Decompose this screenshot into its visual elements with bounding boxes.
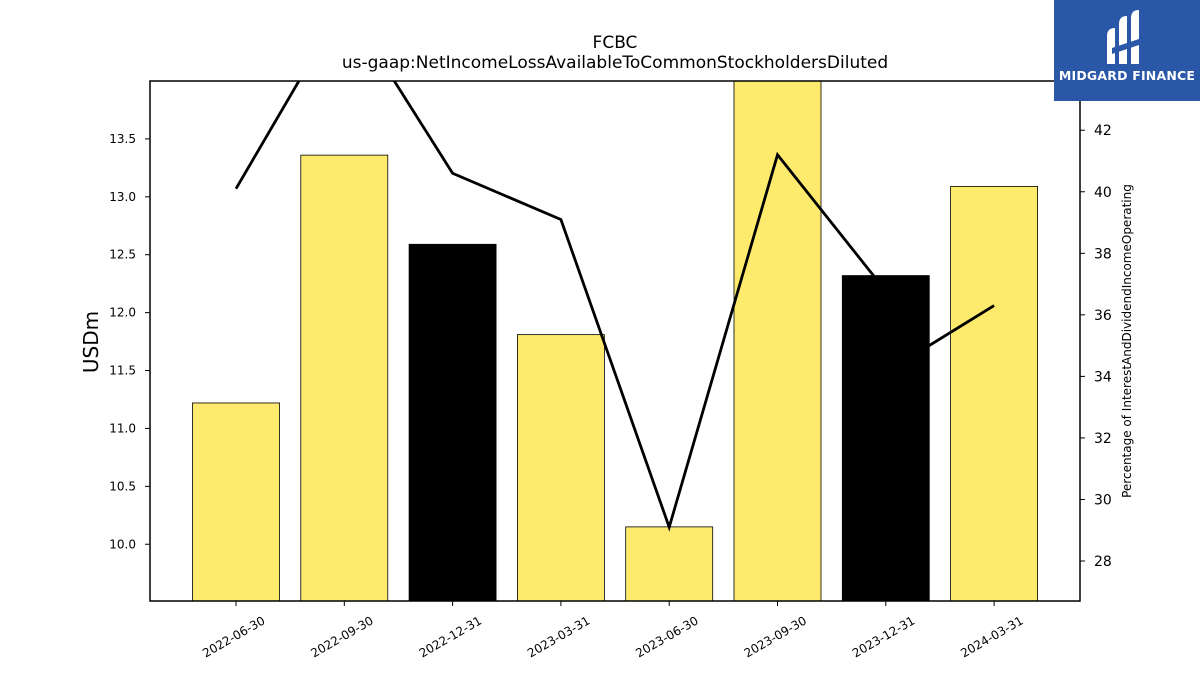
- x-axis: 2022-06-30 2022-09-30 2022-12-31 2023-03-31…: [200, 601, 1026, 660]
- y-tick-label-10.0: 10.0: [109, 537, 136, 551]
- series-line: [234, 81, 995, 532]
- y-axis-label-left: USDm: [79, 311, 103, 373]
- x-tick-label-2022-09-30: 2022-09-30: [308, 613, 375, 660]
- bar-2024-03-31: [950, 185, 1038, 602]
- y2-tick-label-40: 40: [1094, 185, 1112, 201]
- bars-group: [192, 80, 1038, 602]
- y2-tick-label-28: 28: [1094, 554, 1112, 570]
- line-group: [234, 81, 995, 532]
- bar-2023-09-30: [733, 80, 822, 602]
- y-tick-label-13.0: 13.0: [109, 190, 136, 204]
- y-axis-right: 28 30 32 34 36 38 40 42: [1080, 123, 1112, 570]
- bar-2022-06-30: [192, 402, 280, 602]
- y2-tick-label-32: 32: [1094, 431, 1112, 447]
- x-tick-label-2023-12-31: 2023-12-31: [850, 613, 917, 660]
- chart-subtitle: us-gaap:NetIncomeLossAvailableToCommonSt…: [342, 53, 888, 73]
- y2-tick-label-34: 34: [1094, 369, 1112, 385]
- y-axis-left: 10.0 10.5 11.0 11.5 12.0 12.5 13.0 13.5: [109, 132, 150, 551]
- y2-tick-label-42: 42: [1094, 123, 1112, 139]
- bar-2023-12-31: [841, 275, 930, 602]
- x-tick-label-2023-03-31: 2023-03-31: [525, 613, 592, 660]
- midgard-finance-logo: MIDGARD FINANCE: [1054, 0, 1200, 101]
- x-tick-label-2022-12-31: 2022-12-31: [417, 613, 484, 660]
- midgard-logo-icon: [1107, 10, 1142, 64]
- x-tick-label-2023-09-30: 2023-09-30: [742, 613, 809, 660]
- chart-title: FCBC: [593, 33, 638, 53]
- y-tick-label-11.0: 11.0: [109, 421, 136, 435]
- y-tick-label-10.5: 10.5: [109, 479, 136, 493]
- logo-text: MIDGARD FINANCE: [1058, 68, 1196, 83]
- bar-2023-06-30: [625, 526, 714, 602]
- bar-2023-03-31: [517, 334, 605, 602]
- x-tick-label-2024-03-31: 2024-03-31: [958, 613, 1025, 660]
- y2-tick-label-30: 30: [1094, 492, 1112, 508]
- x-tick-label-2022-06-30: 2022-06-30: [200, 613, 267, 660]
- y-tick-label-12.0: 12.0: [109, 306, 136, 320]
- y-tick-label-13.5: 13.5: [109, 132, 136, 146]
- y2-tick-label-36: 36: [1094, 308, 1112, 324]
- y-axis-label-right: Percentage of InterestAndDividendIncomeO…: [1120, 184, 1134, 498]
- y-tick-label-12.5: 12.5: [109, 248, 136, 262]
- bar-2022-09-30: [300, 154, 389, 602]
- plot-frame: [149, 80, 1081, 602]
- y-tick-label-11.5: 11.5: [109, 364, 136, 378]
- y2-tick-label-38: 38: [1094, 246, 1112, 262]
- x-tick-label-2023-06-30: 2023-06-30: [633, 613, 700, 660]
- bar-2022-12-31: [408, 243, 497, 602]
